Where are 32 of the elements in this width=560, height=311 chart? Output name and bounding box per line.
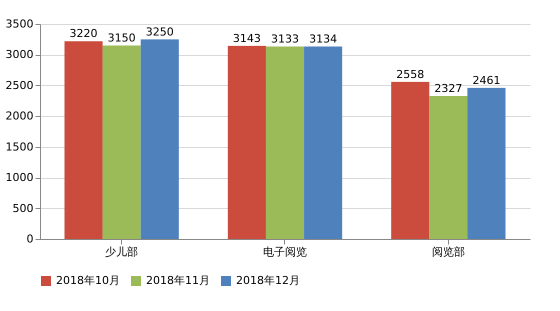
x-tick-label: 阅览部 bbox=[432, 246, 465, 258]
data-label: 3133 bbox=[271, 32, 299, 46]
legend-label: 2018年10月 bbox=[56, 274, 120, 287]
data-label: 3250 bbox=[146, 25, 174, 38]
x-tick-label: 电子阅览 bbox=[263, 246, 307, 258]
bar bbox=[391, 82, 430, 239]
data-label: 3134 bbox=[309, 32, 338, 46]
y-tick-label: 2500 bbox=[6, 78, 34, 92]
bar bbox=[304, 46, 342, 239]
data-label: 2461 bbox=[472, 74, 500, 87]
bar bbox=[140, 39, 179, 239]
bar bbox=[228, 46, 266, 239]
data-label: 3150 bbox=[108, 32, 136, 44]
y-tick-label: 3500 bbox=[6, 18, 34, 30]
bar bbox=[467, 88, 506, 239]
bar bbox=[429, 96, 468, 239]
bar bbox=[64, 41, 103, 239]
y-tick-label: 500 bbox=[12, 202, 34, 215]
data-label: 3220 bbox=[70, 27, 98, 40]
y-tick-label: 1500 bbox=[6, 140, 34, 154]
data-label: 2327 bbox=[434, 82, 462, 96]
y-tick-label: 1000 bbox=[6, 171, 34, 184]
y-tick-label: 3000 bbox=[6, 48, 34, 62]
legend-label: 2018年11月 bbox=[146, 274, 210, 287]
legend-label: 2018年12月 bbox=[236, 274, 300, 287]
y-tick-label: 0 bbox=[26, 232, 34, 246]
y-tick-label: 2000 bbox=[6, 110, 34, 123]
data-label: 3143 bbox=[232, 32, 261, 45]
x-tick-label: 少儿部 bbox=[105, 246, 138, 258]
data-label: 2558 bbox=[396, 68, 424, 81]
bar bbox=[102, 46, 141, 239]
bar bbox=[266, 46, 304, 239]
